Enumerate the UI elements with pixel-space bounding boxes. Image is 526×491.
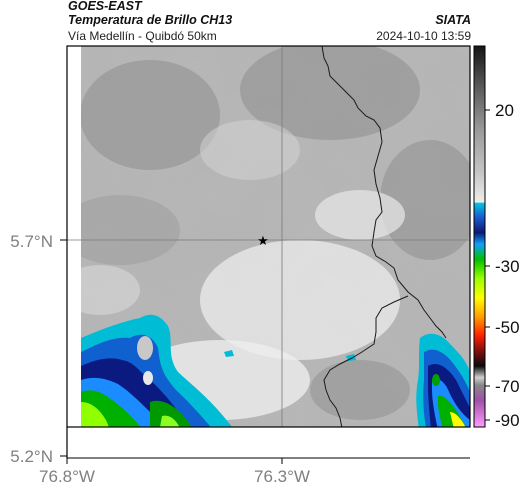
station-marker-icon: ★ (257, 233, 269, 248)
source-label: SIATA (435, 13, 471, 27)
region-label: Vía Medellín - Quibdó 50km (68, 29, 217, 43)
satellite-name: GOES-EAST (68, 0, 142, 13)
cloud-field: ★ (67, 46, 470, 427)
colorbar-tick-neg30: -30 (495, 257, 520, 276)
product-title: Temperatura de Brillo CH13 (68, 13, 233, 27)
timestamp-label: 2024-10-10 13:59 (376, 29, 471, 43)
x-tick-76-3: 76.3°W (254, 467, 310, 486)
colorbar: 20 -30 -50 -70 -90 (473, 45, 520, 430)
administrative-boundary (321, 46, 447, 427)
y-tick-5-2: 5.2°N (10, 447, 53, 466)
y-tick-5-7: 5.7°N (10, 232, 53, 251)
colorbar-tick-neg50: -50 (495, 318, 520, 337)
x-tick-76-8: 76.8°W (39, 467, 95, 486)
cold-cloud-southeast (346, 333, 470, 427)
colorbar-tick-20: 20 (495, 101, 514, 120)
colorbar-tick-neg70: -70 (495, 377, 520, 396)
cold-cloud-southwest (81, 314, 234, 427)
colorbar-tick-neg90: -90 (495, 411, 520, 430)
map-header: GOES-EAST Temperatura de Brillo CH13 Vía… (0, 0, 526, 50)
plot-frame (66, 45, 471, 428)
